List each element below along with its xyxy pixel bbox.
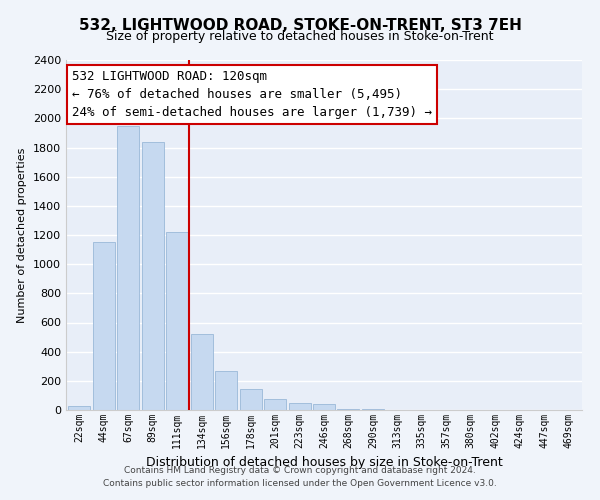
Bar bbox=[264, 399, 286, 410]
Bar bbox=[337, 408, 359, 410]
Text: Contains HM Land Registry data © Crown copyright and database right 2024.
Contai: Contains HM Land Registry data © Crown c… bbox=[103, 466, 497, 487]
Bar bbox=[68, 406, 91, 410]
Text: Size of property relative to detached houses in Stoke-on-Trent: Size of property relative to detached ho… bbox=[106, 30, 494, 43]
Y-axis label: Number of detached properties: Number of detached properties bbox=[17, 148, 28, 322]
Bar bbox=[239, 389, 262, 410]
Bar bbox=[191, 334, 213, 410]
Bar bbox=[142, 142, 164, 410]
Bar bbox=[93, 242, 115, 410]
X-axis label: Distribution of detached houses by size in Stoke-on-Trent: Distribution of detached houses by size … bbox=[146, 456, 502, 469]
Bar bbox=[313, 404, 335, 410]
Bar bbox=[118, 126, 139, 410]
Bar bbox=[289, 402, 311, 410]
Bar bbox=[166, 232, 188, 410]
Text: 532 LIGHTWOOD ROAD: 120sqm
← 76% of detached houses are smaller (5,495)
24% of s: 532 LIGHTWOOD ROAD: 120sqm ← 76% of deta… bbox=[72, 70, 432, 119]
Text: 532, LIGHTWOOD ROAD, STOKE-ON-TRENT, ST3 7EH: 532, LIGHTWOOD ROAD, STOKE-ON-TRENT, ST3… bbox=[79, 18, 521, 32]
Bar bbox=[215, 370, 237, 410]
